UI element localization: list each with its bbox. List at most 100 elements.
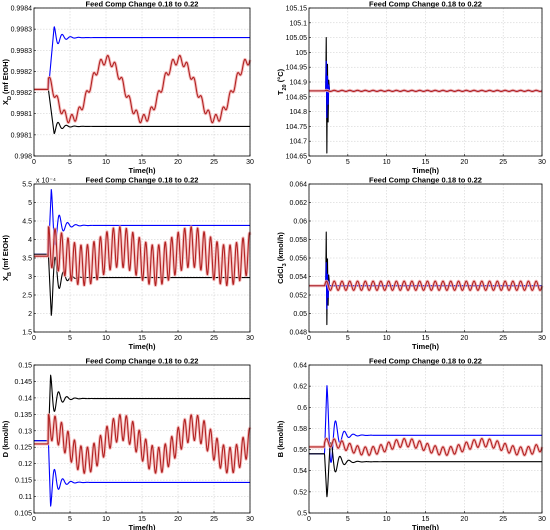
chart-title: Feed Comp Change 0.18 to 0.22 (369, 176, 482, 185)
y-axis-label: CdCl3 (kmol/h) (276, 232, 288, 284)
series-line-1 (33, 26, 251, 90)
x-tick-label: 0 (307, 335, 311, 342)
y-exponent-label: x 10⁻⁴ (36, 178, 56, 185)
y-tick-label: 0.15 (18, 363, 32, 370)
y-tick-label: 0.145 (14, 379, 32, 386)
x-tick-label: 30 (538, 335, 546, 342)
chart-panel-6: 0 5 10 15 20 25 30 0.5 0.52 0.54 0.56 0.58 0.6 0.62 0.… (276, 357, 546, 530)
x-tick-label: 20 (174, 516, 182, 523)
y-tick-label: 0.054 (289, 274, 307, 281)
y-tick-label: 0.9982 (11, 90, 33, 97)
x-tick-label: 20 (460, 159, 468, 166)
x-tick-label: 5 (68, 159, 72, 166)
x-tick-label: 5 (68, 335, 72, 342)
y-tick-label: 105.05 (286, 35, 308, 42)
y-axis-label: XD (mf EtOH) (1, 58, 13, 105)
x-tick-label: 0 (32, 335, 36, 342)
y-tick-label: 0.58 (293, 426, 307, 433)
chart-panel-5: 0 5 10 15 20 25 30 0.105 0.11 0.115 0.12 0.125 0.13 0… (1, 357, 254, 530)
x-tick-label: 10 (383, 335, 391, 342)
x-tick-label: 25 (210, 516, 218, 523)
x-tick-label: 15 (422, 159, 430, 166)
chart-panel-4: 0 5 10 15 20 25 30 0.048 0.05 0.052 0.054 0.056 0.05… (276, 176, 546, 352)
grid (33, 7, 251, 157)
y-tick-label: 0.115 (15, 478, 32, 485)
chart-panel-1: 0 5 10 15 20 25 30 0.998 0.9981 0.9981 0.9982 0.998… (1, 0, 254, 175)
y-axis-label: T20 (°C) (276, 68, 288, 95)
y-tick-label: 0.998 (14, 154, 32, 161)
chart-title: Feed Comp Change 0.18 to 0.22 (369, 357, 482, 366)
y-tick-label: 104.7 (289, 139, 307, 146)
x-tick-label: 15 (422, 516, 430, 523)
grid (308, 7, 543, 157)
y-tick-label: 0.56 (293, 447, 307, 454)
y-tick-label: 2.5 (22, 293, 32, 300)
x-tick-label: 30 (246, 516, 254, 523)
x-axis-label: Time(h) (129, 523, 156, 530)
y-tick-label: 0.056 (289, 256, 307, 263)
y-tick-label: 0.11 (19, 494, 32, 501)
series-line-3 (308, 280, 543, 291)
x-tick-label: 30 (246, 335, 254, 342)
y-tick-label: 3.5 (22, 256, 32, 263)
series-line-3 (33, 54, 251, 124)
series-line-3 (308, 437, 543, 456)
y-tick-label: 4 (28, 237, 32, 244)
chart-panel-2: 0 5 10 15 20 25 30 104.65 104.7 104.75 104.8 104.85… (276, 0, 546, 175)
x-tick-label: 20 (460, 335, 468, 342)
x-tick-label: 25 (499, 516, 507, 523)
grid (308, 364, 543, 514)
x-tick-label: 25 (499, 159, 507, 166)
y-tick-label: 0.9983 (11, 27, 33, 34)
series-group (32, 26, 252, 135)
y-tick-label: 5 (28, 200, 32, 207)
x-tick-label: 5 (346, 159, 350, 166)
x-tick-label: 15 (422, 335, 430, 342)
y-tick-label: 2 (28, 311, 32, 318)
x-tick-label: 25 (210, 335, 218, 342)
x-tick-label: 0 (32, 516, 36, 523)
y-tick-label: 0.058 (289, 237, 307, 244)
y-tick-label: 0.13 (18, 428, 32, 435)
series-group (307, 37, 544, 154)
y-tick-label: 0.048 (289, 330, 307, 337)
x-tick-label: 10 (102, 516, 110, 523)
series-group (307, 231, 544, 326)
grid (308, 183, 543, 333)
x-axis-label: Time(h) (412, 523, 439, 530)
x-axis-label: Time(h) (412, 342, 439, 351)
y-tick-label: 0.9984 (11, 6, 33, 13)
x-axis-label: Time(h) (129, 166, 156, 175)
x-tick-label: 15 (138, 159, 146, 166)
x-axis-label: Time(h) (129, 342, 156, 351)
x-tick-label: 20 (174, 159, 182, 166)
x-tick-label: 20 (460, 516, 468, 523)
x-tick-label: 25 (499, 335, 507, 342)
y-tick-label: 0.6 (297, 405, 307, 412)
y-tick-label: 0.9981 (11, 132, 33, 139)
x-tick-label: 15 (138, 516, 146, 523)
y-tick-label: 0.14 (18, 395, 32, 402)
series-group (32, 374, 252, 507)
y-tick-label: 105.15 (286, 6, 308, 13)
y-tick-label: 105.1 (289, 20, 307, 27)
y-tick-label: 104.85 (286, 94, 308, 101)
y-tick-label: 0.062 (289, 200, 307, 207)
y-tick-label: 105 (295, 50, 307, 57)
y-tick-label: 0.62 (293, 384, 307, 391)
x-tick-label: 10 (102, 159, 110, 166)
series-group (32, 189, 252, 316)
x-tick-label: 0 (307, 159, 311, 166)
y-axis-label: XB (mf EtOH) (1, 234, 13, 281)
y-tick-label: 0.105 (14, 511, 32, 518)
series-line-2 (33, 88, 251, 135)
x-tick-label: 5 (346, 516, 350, 523)
y-tick-label: 3 (28, 274, 32, 281)
y-tick-label: 104.65 (286, 154, 308, 161)
chart-title: Feed Comp Change 0.18 to 0.22 (86, 0, 199, 9)
series-line-3 (33, 226, 251, 286)
y-tick-label: 0.052 (289, 293, 307, 300)
series-line-3 (308, 89, 543, 93)
y-axis-label: B (kmol/h) (276, 420, 285, 457)
x-tick-label: 0 (32, 159, 36, 166)
